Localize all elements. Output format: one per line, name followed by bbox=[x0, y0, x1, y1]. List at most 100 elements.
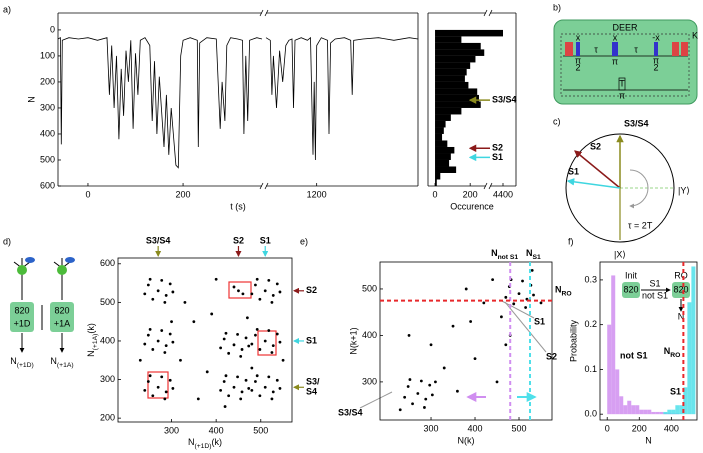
point bbox=[219, 388, 223, 392]
axis-break bbox=[259, 9, 264, 17]
x-tick-label: 200 bbox=[632, 423, 647, 433]
bar bbox=[435, 101, 481, 108]
point bbox=[222, 380, 226, 383]
not-s1: not S1 bbox=[642, 290, 668, 300]
bar bbox=[627, 400, 632, 415]
point bbox=[407, 334, 411, 337]
annotation-label: S1 bbox=[260, 235, 271, 245]
text-line: S4 bbox=[306, 387, 317, 397]
point bbox=[232, 385, 236, 389]
point bbox=[250, 342, 254, 346]
point bbox=[183, 300, 187, 304]
panel-label: e) bbox=[300, 236, 308, 246]
point bbox=[151, 348, 155, 351]
point bbox=[255, 374, 259, 378]
text-part: RO bbox=[562, 291, 572, 298]
highlight bbox=[147, 371, 169, 399]
x-tick-label: 500 bbox=[511, 423, 526, 433]
point bbox=[239, 355, 243, 358]
y-tick-label: 0.2 bbox=[584, 319, 597, 329]
bar bbox=[435, 68, 467, 76]
y-label: |Y⟩ bbox=[678, 185, 690, 195]
two: 2 bbox=[653, 62, 658, 72]
point bbox=[255, 277, 259, 281]
point bbox=[434, 380, 437, 384]
s34-label: S3/S4 bbox=[624, 118, 649, 128]
shift: +1D bbox=[14, 318, 31, 328]
pi: π bbox=[612, 56, 618, 66]
point bbox=[222, 337, 226, 341]
point bbox=[428, 383, 432, 387]
y-tick-label: 0.0 bbox=[584, 409, 597, 419]
y-tick-label: 0 bbox=[50, 24, 55, 34]
point bbox=[179, 358, 182, 362]
point bbox=[156, 339, 160, 343]
pulse bbox=[618, 77, 626, 91]
y-tick-label: 400 bbox=[362, 330, 377, 340]
y-tick-label: 500 bbox=[40, 154, 55, 164]
point bbox=[156, 289, 160, 293]
frame bbox=[599, 261, 698, 421]
point bbox=[512, 302, 516, 306]
box bbox=[10, 302, 34, 332]
box bbox=[622, 282, 640, 298]
point bbox=[263, 385, 267, 389]
y-tick-label: 500 bbox=[100, 297, 115, 307]
x-tick-label: 1200 bbox=[307, 189, 327, 199]
point bbox=[160, 278, 164, 282]
delay: T bbox=[619, 78, 625, 88]
point bbox=[464, 287, 468, 291]
point bbox=[192, 320, 196, 324]
text-part: N bbox=[188, 437, 195, 447]
point bbox=[430, 393, 434, 397]
y-tick-label: 200 bbox=[40, 76, 55, 86]
frame bbox=[379, 261, 553, 421]
point bbox=[240, 348, 244, 351]
point bbox=[275, 282, 279, 286]
point bbox=[456, 389, 459, 393]
text-part: N bbox=[664, 346, 671, 356]
point bbox=[168, 378, 172, 382]
point bbox=[240, 390, 244, 394]
point bbox=[227, 351, 231, 355]
box bbox=[672, 282, 690, 298]
point bbox=[146, 380, 150, 383]
text-part: (+1A) bbox=[57, 362, 74, 369]
point bbox=[196, 397, 200, 401]
bar bbox=[675, 405, 680, 415]
s1-vector bbox=[566, 178, 621, 189]
pi: π bbox=[653, 55, 659, 65]
bar bbox=[687, 302, 692, 415]
point bbox=[419, 379, 423, 383]
panel-label: c) bbox=[553, 116, 561, 126]
bar bbox=[679, 405, 684, 415]
text-part: (k) bbox=[212, 437, 223, 447]
point bbox=[151, 297, 155, 301]
point bbox=[148, 327, 152, 331]
bar bbox=[631, 405, 636, 415]
point bbox=[210, 312, 214, 316]
spin bbox=[17, 265, 27, 275]
x-tick-label: 200 bbox=[463, 189, 478, 199]
panel-label: b) bbox=[553, 2, 561, 12]
point bbox=[271, 390, 275, 394]
point bbox=[143, 292, 147, 296]
point bbox=[408, 378, 412, 381]
point bbox=[263, 289, 267, 293]
x-tick-label: 0 bbox=[605, 423, 610, 433]
point bbox=[271, 294, 275, 297]
threshold-label: NRO bbox=[555, 285, 572, 298]
axis-break bbox=[488, 9, 493, 17]
point bbox=[156, 385, 160, 389]
point bbox=[267, 375, 271, 379]
point bbox=[250, 388, 254, 392]
point bbox=[247, 344, 251, 348]
init-pulse bbox=[565, 42, 573, 56]
point bbox=[254, 283, 257, 287]
text-part: (+1D) bbox=[194, 443, 211, 450]
s1: S1 bbox=[649, 278, 660, 288]
n: N bbox=[678, 311, 685, 321]
point bbox=[244, 336, 248, 340]
x-tick-label: 300 bbox=[424, 423, 439, 433]
